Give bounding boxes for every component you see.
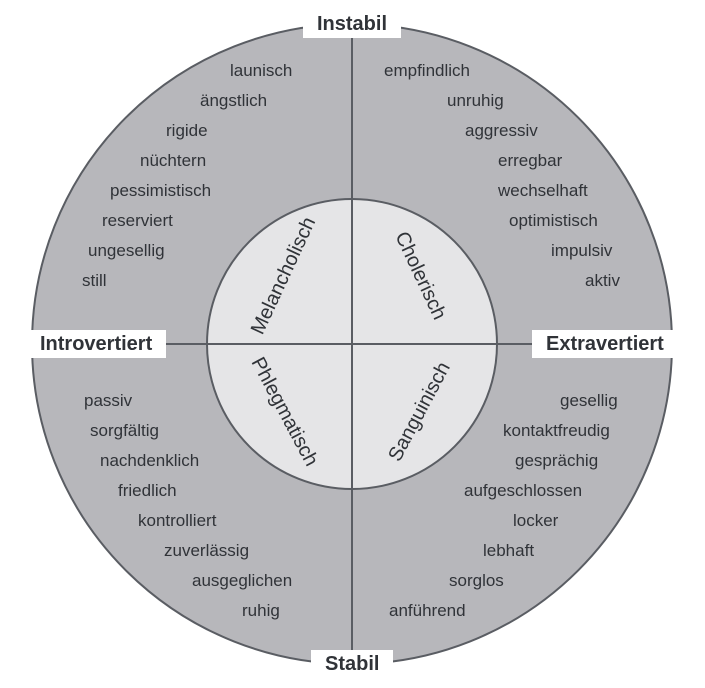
trait-bottom-left-4: kontrolliert [138,512,216,529]
trait-top-right-5: optimistisch [509,212,598,229]
trait-bottom-left-2: nachdenklich [100,452,199,469]
axis-label-right: Extravertiert [532,330,678,358]
trait-bottom-right-0: gesellig [560,392,618,409]
temperament-diagram: Instabil Stabil Introvertiert Extraverti… [0,0,705,688]
trait-bottom-left-1: sorgfältig [90,422,159,439]
trait-top-left-6: ungesellig [88,242,165,259]
trait-bottom-right-4: locker [513,512,558,529]
trait-top-right-2: aggressiv [465,122,538,139]
trait-bottom-left-7: ruhig [242,602,280,619]
trait-bottom-right-5: lebhaft [483,542,534,559]
trait-top-left-2: rigide [166,122,208,139]
trait-bottom-right-7: anführend [389,602,466,619]
trait-bottom-left-0: passiv [84,392,132,409]
axis-label-left: Introvertiert [26,330,166,358]
axis-label-top: Instabil [303,10,401,38]
trait-top-left-1: ängstlich [200,92,267,109]
trait-top-left-4: pessimistisch [110,182,211,199]
trait-bottom-left-5: zuverlässig [164,542,249,559]
trait-bottom-right-3: aufgeschlossen [464,482,582,499]
trait-top-left-0: launisch [230,62,292,79]
trait-top-right-0: empfindlich [384,62,470,79]
trait-top-left-3: nüchtern [140,152,206,169]
trait-bottom-left-6: ausgeglichen [192,572,292,589]
trait-top-left-5: reserviert [102,212,173,229]
trait-top-right-4: wechselhaft [498,182,588,199]
trait-top-right-3: erregbar [498,152,562,169]
trait-bottom-right-2: gesprächig [515,452,598,469]
trait-top-right-7: aktiv [585,272,620,289]
trait-top-right-6: impulsiv [551,242,612,259]
trait-bottom-right-1: kontaktfreudig [503,422,610,439]
trait-top-left-7: still [82,272,107,289]
trait-top-right-1: unruhig [447,92,504,109]
trait-bottom-left-3: friedlich [118,482,177,499]
trait-bottom-right-6: sorglos [449,572,504,589]
axis-label-bottom: Stabil [311,650,393,678]
